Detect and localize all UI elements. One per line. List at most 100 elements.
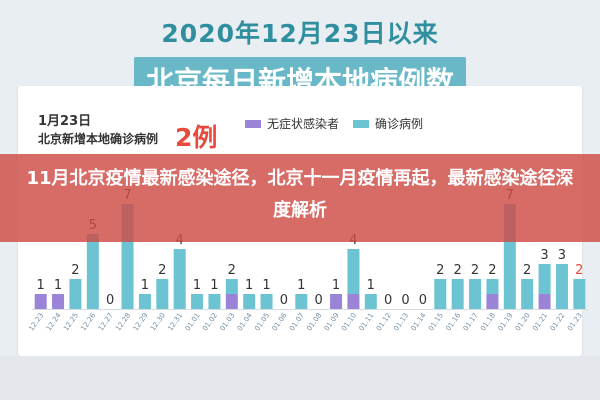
value-label-01.03: 2 xyxy=(228,263,236,278)
value-label-12.25: 2 xyxy=(71,263,79,278)
bar-confirmed-01.03 xyxy=(225,279,238,294)
bar-confirmed-12.31 xyxy=(173,249,186,309)
bar-asymptomatic-01.10 xyxy=(347,294,360,309)
value-label-01.16: 2 xyxy=(454,263,462,278)
bar-confirmed-01.22 xyxy=(555,264,568,309)
bar-confirmed-12.29 xyxy=(138,294,151,309)
bar-confirmed-12.26 xyxy=(86,234,99,309)
value-label-01.12: 0 xyxy=(384,293,392,308)
bar-confirmed-01.01 xyxy=(191,294,204,309)
value-label-12.29: 1 xyxy=(141,278,149,293)
value-label-01.15: 2 xyxy=(436,263,444,278)
bar-confirmed-01.04 xyxy=(243,294,256,309)
legend-swatch-asymptomatic xyxy=(245,119,261,128)
value-label-01.22: 3 xyxy=(558,248,566,263)
tick-label-01.22: 01.22 xyxy=(549,312,567,333)
value-label-01.17: 2 xyxy=(471,263,479,278)
tick-label-01.09: 01.09 xyxy=(323,312,341,333)
bar-confirmed-01.17 xyxy=(469,279,482,309)
value-label-01.02: 1 xyxy=(210,278,218,293)
date-label: 1月23日 xyxy=(38,114,92,129)
value-label-12.24: 1 xyxy=(54,278,62,293)
bar-asymptomatic-01.03 xyxy=(225,294,238,309)
tick-label-01.23: 01.23 xyxy=(566,312,584,333)
tick-label-01.16: 01.16 xyxy=(444,311,462,332)
tick-label-12.31: 12.31 xyxy=(166,312,184,333)
bar-confirmed-01.18 xyxy=(486,279,499,294)
bar-asymptomatic-01.09 xyxy=(330,294,343,309)
value-label-12.23: 1 xyxy=(37,278,45,293)
value-label-01.14: 0 xyxy=(419,293,427,308)
bar-confirmed-12.30 xyxy=(156,279,169,309)
legend-label-asymptomatic: 无症状感染者 xyxy=(267,117,340,131)
case-count: 2例 xyxy=(175,123,218,152)
subtitle-label: 北京新增本地确诊病例 xyxy=(38,132,159,146)
bar-confirmed-01.11 xyxy=(364,294,377,309)
tick-label-01.11: 01.11 xyxy=(357,312,375,333)
tick-label-01.12: 01.12 xyxy=(375,312,393,333)
value-label-01.06: 0 xyxy=(280,293,288,308)
tick-label-01.10: 01.10 xyxy=(340,312,358,333)
tick-label-01.18: 01.18 xyxy=(479,312,497,333)
tick-label-12.26: 12.26 xyxy=(79,311,97,332)
value-label-01.05: 1 xyxy=(262,278,270,293)
bar-confirmed-01.02 xyxy=(208,294,221,309)
bar-confirmed-01.16 xyxy=(451,279,464,309)
tick-label-12.24: 12.24 xyxy=(45,311,63,332)
bar-asymptomatic-01.18 xyxy=(486,294,499,309)
value-label-01.01: 1 xyxy=(193,278,201,293)
value-label-01.18: 2 xyxy=(488,263,496,278)
bar-confirmed-01.10 xyxy=(347,249,360,294)
value-label-01.08: 0 xyxy=(315,293,323,308)
tick-label-12.28: 12.28 xyxy=(114,312,132,333)
value-label-12.30: 2 xyxy=(158,263,166,278)
bar-asymptomatic-01.21 xyxy=(538,294,551,309)
tick-label-01.17: 01.17 xyxy=(462,312,480,333)
tick-label-01.07: 01.07 xyxy=(288,312,306,333)
bar-confirmed-01.23 xyxy=(573,279,586,309)
value-label-01.07: 1 xyxy=(297,278,305,293)
tick-label-01.04: 01.04 xyxy=(236,311,254,332)
bar-confirmed-12.25 xyxy=(69,279,82,309)
tick-label-01.21: 01.21 xyxy=(531,312,549,333)
tick-label-12.25: 12.25 xyxy=(62,312,80,333)
bar-asymptomatic-12.24 xyxy=(52,294,65,309)
bar-confirmed-01.20 xyxy=(521,279,534,309)
tick-label-01.05: 01.05 xyxy=(253,312,271,333)
tick-label-01.20: 01.20 xyxy=(514,312,532,333)
value-label-01.21: 3 xyxy=(540,248,548,263)
legend-item-asymptomatic: 无症状感染者 xyxy=(245,115,339,132)
tick-label-01.02: 01.02 xyxy=(201,312,219,333)
value-label-01.20: 2 xyxy=(523,263,531,278)
headline-overlay xyxy=(0,154,600,242)
value-label-01.13: 0 xyxy=(401,293,409,308)
value-label-01.04: 1 xyxy=(245,278,253,293)
bar-confirmed-01.21 xyxy=(538,264,551,294)
tick-label-01.06: 01.06 xyxy=(271,311,289,332)
legend: 无症状感染者 确诊病例 xyxy=(245,115,423,132)
tick-label-01.19: 01.19 xyxy=(496,312,514,333)
tick-label-01.13: 01.13 xyxy=(392,312,410,333)
bar-asymptomatic-12.23 xyxy=(34,294,47,309)
value-label-12.27: 0 xyxy=(106,293,114,308)
tick-label-12.23: 12.23 xyxy=(27,312,45,333)
tick-label-01.15: 01.15 xyxy=(427,312,445,333)
tick-label-12.29: 12.29 xyxy=(132,312,150,333)
legend-swatch-confirmed xyxy=(353,119,370,128)
value-label-01.09: 1 xyxy=(332,278,340,293)
bar-confirmed-01.07 xyxy=(295,294,308,309)
legend-item-confirmed: 确诊病例 xyxy=(353,115,423,132)
tick-label-01.01: 01.01 xyxy=(184,312,202,333)
headline-text: 11月北京疫情最新感染途径，北京十一月疫情再起，最新感染途径深度解析 xyxy=(26,168,574,221)
tick-label-12.30: 12.30 xyxy=(149,312,167,333)
legend-label-confirmed: 确诊病例 xyxy=(375,117,424,131)
chart-title-line1: 2020年12月23日以来 xyxy=(161,19,439,48)
tick-label-01.03: 01.03 xyxy=(218,312,236,333)
bottom-strip xyxy=(0,356,600,400)
tick-label-01.08: 01.08 xyxy=(305,312,323,333)
tick-label-12.27: 12.27 xyxy=(97,312,115,333)
bar-confirmed-01.05 xyxy=(260,294,273,309)
value-label-01.23: 2 xyxy=(575,263,583,278)
value-label-01.11: 1 xyxy=(367,278,375,293)
